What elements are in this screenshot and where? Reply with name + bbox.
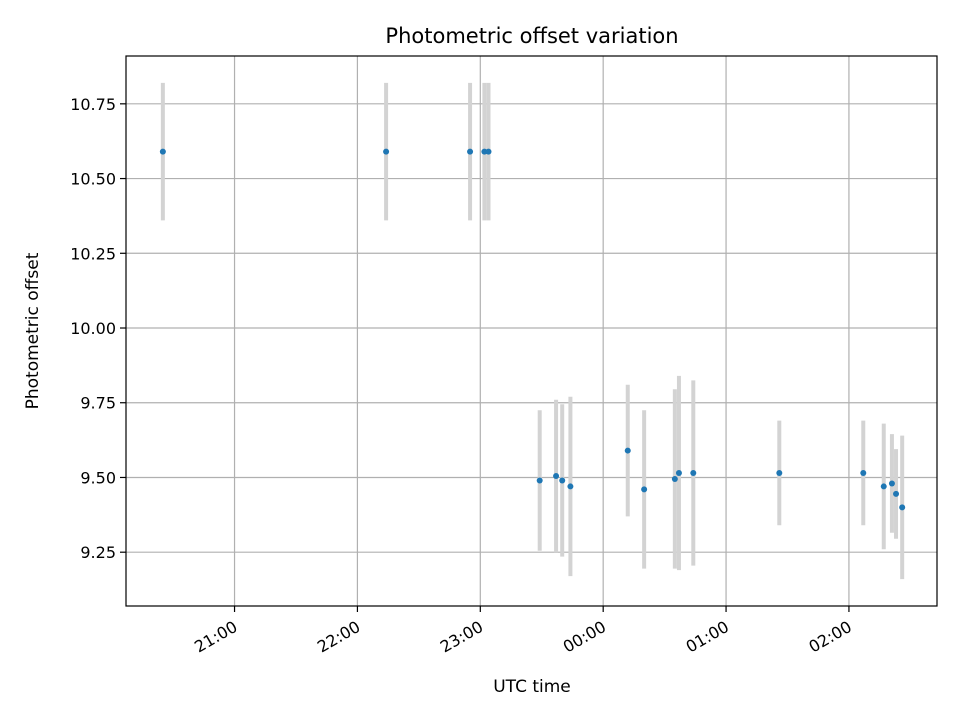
data-point	[860, 469, 867, 476]
y-tick-label: 9.75	[80, 394, 116, 413]
data-point	[383, 148, 390, 155]
data-point	[467, 148, 474, 155]
y-tick-label: 10.00	[70, 319, 116, 338]
data-point	[899, 504, 906, 511]
y-axis-ticks: 9.25 9.50 9.75 10.00 10.25 10.50 10.75	[70, 95, 126, 562]
plot-frame	[125, 55, 938, 607]
data-point	[671, 475, 678, 482]
y-tick-label: 9.50	[80, 468, 116, 487]
grid-lines	[126, 56, 937, 606]
data-point	[567, 483, 574, 490]
y-tick-label: 9.25	[80, 543, 116, 562]
data-points	[159, 148, 906, 511]
data-point	[675, 469, 682, 476]
y-tick-label: 10.50	[70, 170, 116, 189]
chart-title: Photometric offset variation	[385, 24, 678, 48]
data-point	[641, 486, 648, 493]
y-axis-title: Photometric offset	[23, 252, 43, 409]
data-point	[559, 477, 566, 484]
y-tick-label: 10.75	[70, 95, 116, 114]
data-point	[776, 469, 783, 476]
data-point	[880, 483, 887, 490]
data-point	[485, 148, 492, 155]
data-point	[159, 148, 166, 155]
data-point	[553, 472, 560, 479]
data-point	[893, 490, 900, 497]
data-point	[888, 480, 895, 487]
data-point	[690, 469, 697, 476]
y-tick-label: 10.25	[70, 244, 116, 263]
data-point	[536, 477, 543, 484]
data-point	[624, 447, 631, 454]
x-axis-title: UTC time	[493, 677, 571, 697]
